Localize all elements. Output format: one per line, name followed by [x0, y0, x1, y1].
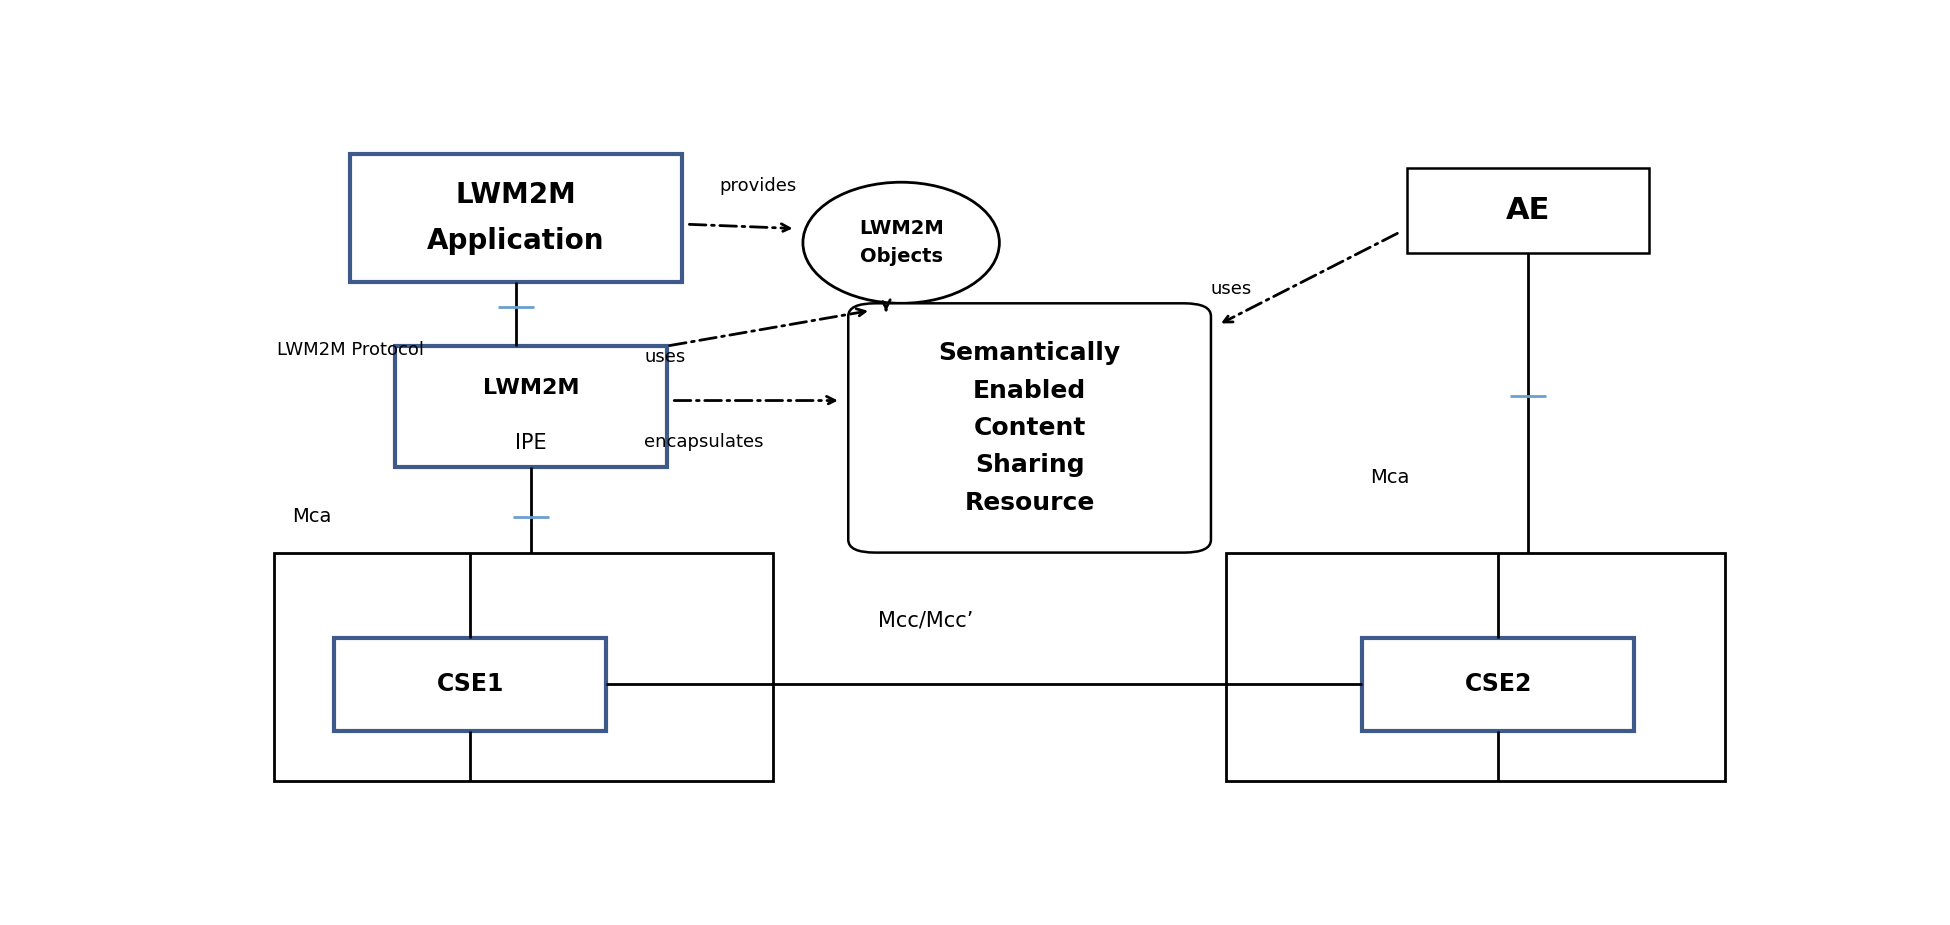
FancyBboxPatch shape: [848, 303, 1211, 552]
Text: CSE2: CSE2: [1464, 672, 1533, 697]
Text: provides: provides: [720, 177, 798, 195]
FancyBboxPatch shape: [1361, 638, 1634, 731]
FancyBboxPatch shape: [349, 154, 682, 282]
Ellipse shape: [803, 182, 998, 303]
FancyBboxPatch shape: [335, 638, 606, 731]
Text: AE: AE: [1505, 196, 1550, 225]
Text: LWM2M
Objects: LWM2M Objects: [858, 219, 944, 266]
Text: encapsulates: encapsulates: [644, 433, 764, 451]
Text: LWM2M
Application: LWM2M Application: [427, 181, 604, 254]
Text: Mca: Mca: [292, 508, 332, 526]
Text: LWM2M Protocol: LWM2M Protocol: [277, 340, 423, 359]
FancyBboxPatch shape: [1227, 552, 1724, 781]
Text: uses: uses: [1211, 280, 1252, 298]
Text: Mca: Mca: [1369, 468, 1410, 487]
Text: IPE: IPE: [515, 433, 546, 453]
FancyBboxPatch shape: [273, 552, 772, 781]
FancyBboxPatch shape: [394, 346, 667, 467]
FancyBboxPatch shape: [1408, 168, 1650, 253]
Text: uses: uses: [644, 348, 686, 365]
Text: Semantically
Enabled
Content
Sharing
Resource: Semantically Enabled Content Sharing Res…: [938, 341, 1121, 514]
Text: CSE1: CSE1: [437, 672, 505, 697]
Text: LWM2M: LWM2M: [484, 378, 579, 399]
Text: Mcc/Mcc’: Mcc/Mcc’: [878, 610, 973, 630]
